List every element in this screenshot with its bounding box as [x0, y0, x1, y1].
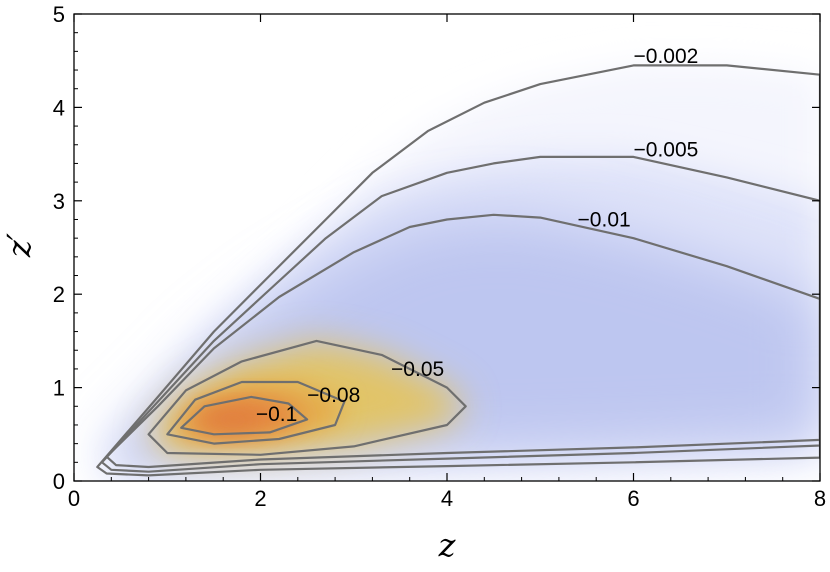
contour-labels: −0.002 −0.005 −0.01 −0.05 −0.08 −0.1: [256, 45, 698, 426]
contour-line-5: [180, 395, 309, 436]
x-tick-label: 0: [68, 486, 80, 511]
contour-line-2: [105, 213, 820, 469]
y-tick-label: 1: [53, 376, 65, 401]
contour-lines: [96, 64, 820, 477]
x-tick-label: 6: [627, 486, 639, 511]
y-tick-label: 2: [53, 282, 65, 307]
plot-area: [74, 14, 820, 481]
x-axis-label: z: [438, 526, 457, 564]
x-tick-label: 8: [814, 486, 826, 511]
contour-line-3: [147, 339, 467, 456]
contour-label-1: −0.005: [634, 138, 699, 161]
y-axis-label: z′: [0, 232, 38, 258]
x-tick-label: 4: [441, 486, 453, 511]
y-tick-label: 4: [53, 95, 65, 120]
contour-label-0: −0.002: [634, 45, 699, 68]
contour-label-3: −0.05: [391, 358, 444, 381]
density-peak: [202, 406, 263, 435]
contour-line-0: [96, 64, 820, 477]
x-tick-label: 2: [254, 486, 266, 511]
x-axis-ticks: 0 2 4 6 8: [68, 14, 826, 511]
contour-label-2: −0.01: [578, 208, 631, 231]
y-tick-label: 0: [53, 469, 65, 494]
contour-line-1: [100, 155, 820, 473]
y-tick-label: 3: [53, 189, 65, 214]
contour-label-4: −0.08: [307, 384, 360, 407]
y-axis-ticks: 0 1 2 3 4 5: [53, 2, 820, 494]
contour-label-5: −0.1: [256, 403, 297, 426]
y-tick-label: 5: [53, 2, 65, 27]
contour-line-4: [166, 380, 346, 445]
